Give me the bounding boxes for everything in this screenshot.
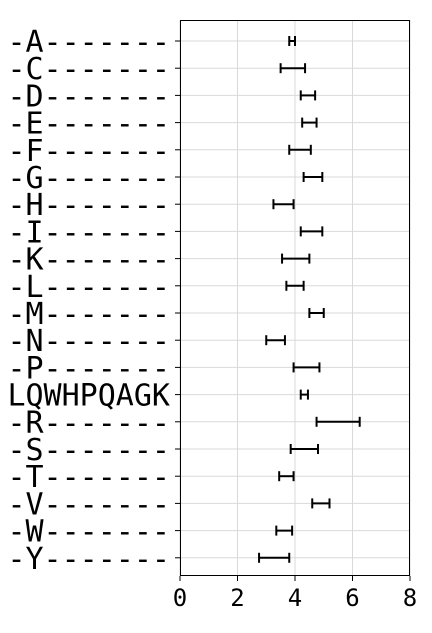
error-bar xyxy=(288,144,312,155)
error-bar xyxy=(275,525,294,536)
error-bar xyxy=(299,90,317,101)
y-tick-label: -P------- xyxy=(7,351,170,386)
error-bar xyxy=(279,63,307,74)
error-bar xyxy=(311,498,331,509)
y-tick-label: -K------- xyxy=(7,243,170,278)
y-tick-label: -H------- xyxy=(7,188,170,223)
error-bar xyxy=(301,117,318,128)
x-tick-label: 6 xyxy=(345,584,359,612)
y-tick-label: -F------- xyxy=(7,134,170,169)
y-tick-label: -A------- xyxy=(7,25,170,60)
x-tick-label: 0 xyxy=(173,584,187,612)
error-bar xyxy=(315,416,361,427)
y-tick-label: -L------- xyxy=(7,270,170,305)
error-bar xyxy=(285,280,305,291)
y-tick-label: -W------- xyxy=(7,515,170,550)
y-tick-label: LQWHPQAGK xyxy=(7,379,170,414)
error-bar xyxy=(265,335,286,346)
error-bar xyxy=(308,308,325,318)
error-bar xyxy=(278,471,295,482)
error-bar xyxy=(272,199,295,210)
x-tick-label: 8 xyxy=(403,584,417,612)
y-tick-label: -Y------- xyxy=(7,542,170,577)
y-tick-label: -V------- xyxy=(7,487,170,522)
y-tick-label: -S------- xyxy=(7,433,170,468)
y-tick-label: -D------- xyxy=(7,79,170,114)
y-axis-ticks: -A--------C--------D--------E--------F--… xyxy=(7,25,180,577)
y-tick-label: -E------- xyxy=(7,107,170,142)
y-tick-label: -I------- xyxy=(7,215,170,250)
error-bar xyxy=(258,552,291,563)
y-tick-label: -T------- xyxy=(7,460,170,495)
error-bar xyxy=(289,444,319,454)
error-bar xyxy=(299,226,324,237)
error-bar xyxy=(292,362,321,373)
error-bar xyxy=(299,389,309,400)
error-bar xyxy=(288,36,296,46)
y-tick-label: -R------- xyxy=(7,406,170,441)
plot-frame xyxy=(180,20,410,576)
grid-lines xyxy=(179,20,411,576)
y-tick-label: -N------- xyxy=(7,324,170,359)
error-bar xyxy=(281,253,311,264)
x-tick-label: 4 xyxy=(288,584,302,612)
error-bar xyxy=(302,172,324,182)
x-axis-ticks: 0 2 4 6 8 xyxy=(173,576,417,612)
x-tick-label: 2 xyxy=(230,584,244,612)
y-tick-label: -G------- xyxy=(7,161,170,196)
y-tick-label: -C------- xyxy=(7,52,170,87)
y-tick-label: -M------- xyxy=(7,297,170,332)
error-bars xyxy=(258,36,361,563)
